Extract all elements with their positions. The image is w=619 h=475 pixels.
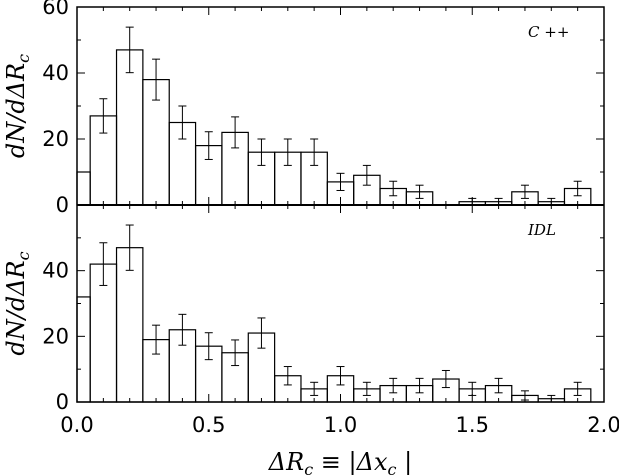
y-axis-label: dN/dΔRc xyxy=(2,54,33,158)
error-bar xyxy=(336,366,345,386)
y-tick-label: 20 xyxy=(42,324,69,348)
error-bar xyxy=(362,164,371,186)
error-bar xyxy=(336,172,345,191)
plot-frame xyxy=(76,6,605,403)
error-bar xyxy=(231,339,240,367)
histogram-bar xyxy=(76,296,91,403)
y-tick-label: 0 xyxy=(56,390,69,414)
y-tick-label: 40 xyxy=(42,259,69,283)
error-bar xyxy=(99,98,108,134)
error-bar xyxy=(573,180,582,197)
error-bar xyxy=(494,377,503,394)
error-bar xyxy=(283,366,292,386)
error-bar xyxy=(389,180,398,197)
error-bar xyxy=(257,317,266,349)
error-bar xyxy=(178,313,187,346)
y-axis-label: dN/dΔRc xyxy=(2,251,33,355)
error-bar xyxy=(204,131,213,160)
error-bar xyxy=(441,369,450,389)
error-bar xyxy=(415,377,424,394)
error-bar xyxy=(152,58,161,101)
x-tick-label: 1.5 xyxy=(456,413,489,437)
error-bar xyxy=(231,116,240,149)
y-tick-label: 40 xyxy=(42,61,69,85)
error-bar xyxy=(389,377,398,394)
error-bar xyxy=(99,242,108,286)
error-bar xyxy=(415,184,424,199)
y-tick-label: 0 xyxy=(56,193,69,217)
top-panel: 0 20 40 60 C ++ dN/dΔRc xyxy=(2,0,605,217)
error-bar xyxy=(520,184,529,199)
error-bar xyxy=(152,324,161,355)
y-tick-label: 20 xyxy=(42,127,69,151)
bottom-panel: 0 20 40 IDL dN/dΔRc xyxy=(2,204,605,414)
labels: 0.0 0.5 1.0 1.5 2.0 ΔRc ≡ |Δxc | xyxy=(60,413,619,475)
y-tick-label: 60 xyxy=(42,0,69,19)
error-bar xyxy=(178,105,187,140)
panel-annotation: C ++ xyxy=(528,23,569,41)
error-bar xyxy=(362,381,371,396)
error-bar xyxy=(125,224,134,271)
error-bar xyxy=(310,381,319,396)
x-tick-label: 1.0 xyxy=(324,413,357,437)
x-axis-label: ΔRc ≡ |Δxc | xyxy=(268,448,412,475)
x-tick-label: 2.0 xyxy=(587,413,619,437)
error-bar xyxy=(310,138,319,166)
error-bar xyxy=(573,381,582,396)
error-bar xyxy=(204,332,213,361)
panel-annotation: IDL xyxy=(527,221,556,239)
error-bar xyxy=(125,26,134,74)
histogram-bar xyxy=(76,171,91,206)
x-tick-label: 0.5 xyxy=(192,413,225,437)
error-bar xyxy=(257,138,266,166)
error-bar xyxy=(283,138,292,166)
x-tick-label: 0.0 xyxy=(60,413,93,437)
